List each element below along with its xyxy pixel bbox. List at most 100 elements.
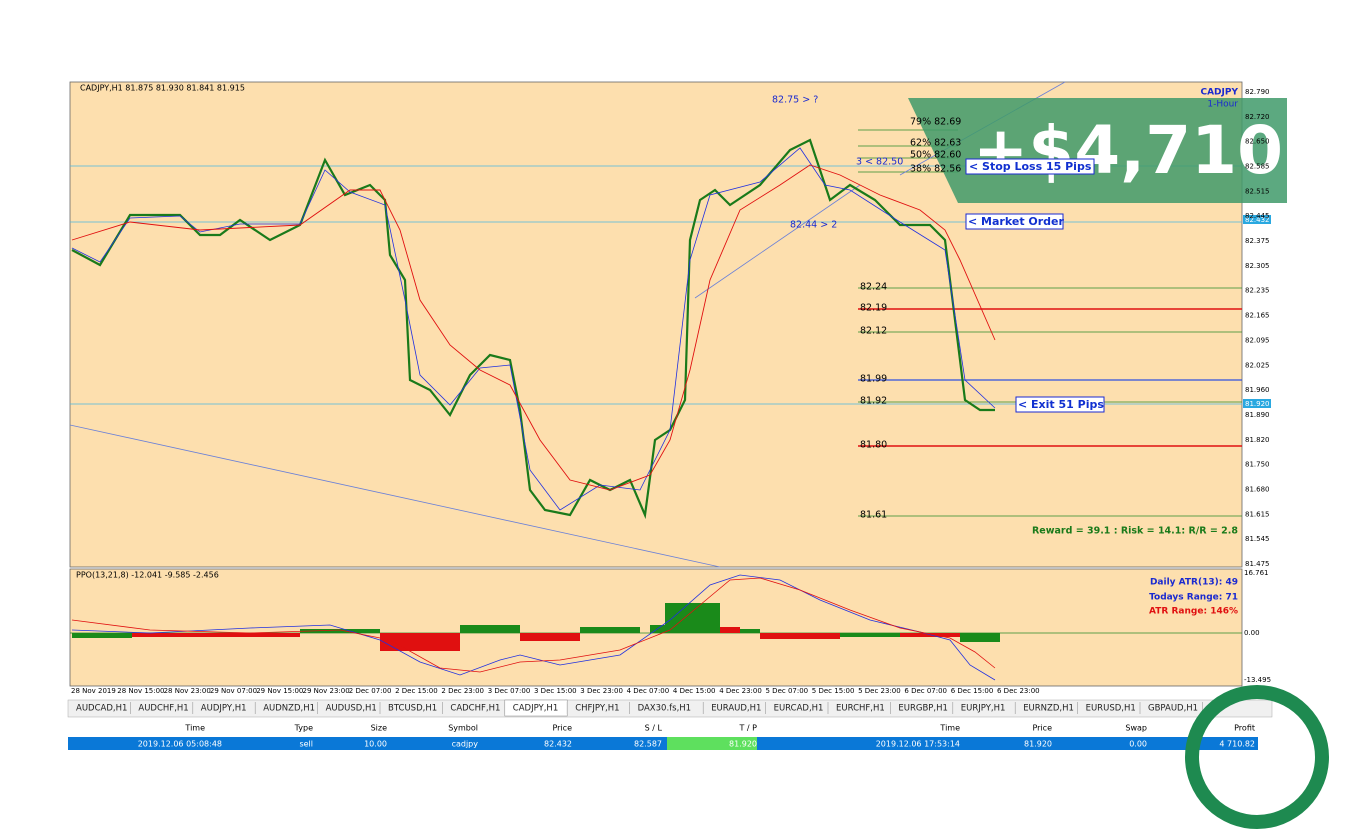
price-axis-label: 81.820 <box>1245 436 1270 444</box>
market-order-label: < Market Order <box>968 215 1065 228</box>
ppo-line <box>71 574 996 681</box>
fib-label: 62% 82.63 <box>910 138 961 149</box>
annotation: 82.75 > ? <box>772 95 818 106</box>
indicator-axis-label: 0.00 <box>1244 629 1260 637</box>
price-axis-label: 82.445 <box>1245 212 1270 220</box>
tab[interactable]: AUDCAD,H1 <box>76 704 127 714</box>
price-axis-label: 81.545 <box>1245 535 1270 543</box>
time-axis-label: 5 Dec 15:00 <box>812 687 855 695</box>
price-axis-label: 82.515 <box>1245 187 1270 195</box>
time-axis-label: 28 Nov 23:00 <box>164 687 211 695</box>
label-box <box>1015 396 1105 413</box>
time-axis-label: 3 Dec 07:00 <box>488 687 531 695</box>
column-header: Price <box>552 724 572 733</box>
price-axis-label: 81.680 <box>1245 485 1270 493</box>
time-axis-label: 3 Dec 23:00 <box>580 687 623 695</box>
price-tag <box>1243 399 1271 408</box>
column-header: Price <box>1032 724 1052 733</box>
tab[interactable]: EURCAD,H1 <box>774 704 824 714</box>
cell: cadjpy <box>452 740 479 749</box>
level-label: 81.80 <box>860 440 887 451</box>
atr-range: ATR Range: 146% <box>1149 607 1238 617</box>
price-tag-text: 82.432 <box>1245 216 1270 224</box>
time-axis-label: 4 Dec 15:00 <box>673 687 716 695</box>
indicator-axis-label: 16.761 <box>1244 569 1269 577</box>
price-axis-label: 82.720 <box>1245 113 1270 121</box>
tab[interactable]: CADCHF,H1 <box>450 704 500 714</box>
tab[interactable]: AUDJPY,H1 <box>201 704 247 714</box>
tab[interactable]: EURJPY,H1 <box>961 704 1006 714</box>
time-axis-label: 29 Nov 15:00 <box>256 687 303 695</box>
tp-cell <box>667 737 757 750</box>
time-axis-label: 6 Dec 15:00 <box>951 687 994 695</box>
price-axis-label: 81.615 <box>1245 510 1270 518</box>
price-axis-label: 82.585 <box>1245 163 1270 171</box>
time-axis-label: 2 Dec 23:00 <box>441 687 484 695</box>
time-axis-label: 4 Dec 23:00 <box>719 687 762 695</box>
cell: 81.920 <box>1024 740 1052 749</box>
label-box <box>965 213 1064 230</box>
tab-bar <box>67 699 1273 718</box>
tab[interactable]: BTCUSD,H1 <box>388 704 437 714</box>
column-header: Size <box>371 724 388 733</box>
cell: 82.432 <box>544 740 572 749</box>
time-axis-label: 5 Dec 23:00 <box>858 687 901 695</box>
time-axis-label: 3 Dec 15:00 <box>534 687 577 695</box>
column-header: T / P <box>739 724 758 733</box>
level-label: 81.61 <box>860 510 887 521</box>
time-axis-label: 5 Dec 07:00 <box>766 687 809 695</box>
profit-banner <box>908 98 1287 203</box>
tab[interactable]: CADJPY,H1 <box>513 704 558 714</box>
price-axis-label: 82.235 <box>1245 287 1270 295</box>
time-axis-label: 4 Dec 07:00 <box>627 687 670 695</box>
label-box <box>965 158 1095 175</box>
tab[interactable]: EURGBP,H1 <box>898 704 948 714</box>
reward-risk: Reward = 39.1 : Risk = 14.1: R/R = 2.8 <box>1032 526 1238 537</box>
range: Todays Range: 71 <box>1149 593 1238 603</box>
time-axis-label: 2 Dec 07:00 <box>349 687 392 695</box>
table-row <box>68 737 1258 750</box>
price-axis-label: 82.095 <box>1245 336 1270 344</box>
tab[interactable]: AUDCHF,H1 <box>138 704 188 714</box>
price-axis-label: 81.890 <box>1245 411 1270 419</box>
highlight-circle <box>1185 685 1329 829</box>
price-axis-label: 81.750 <box>1245 461 1270 469</box>
annotation: 3 < 82.50 <box>856 157 903 168</box>
histogram-neg <box>132 627 960 651</box>
price-axis-label: 81.475 <box>1245 560 1270 568</box>
tab[interactable]: CHFJPY,H1 <box>575 704 619 714</box>
row: 2019.12.06 05:08:48 sell 10.00 cadjpy 82.432… <box>138 740 1255 749</box>
cell: 81.920 <box>729 740 757 749</box>
column-header: S / L <box>645 724 663 733</box>
cell: 4 710.82 <box>1219 740 1255 749</box>
tab[interactable]: GBPAUD,H1 <box>1148 704 1198 714</box>
level-label: 82.24 <box>860 282 887 293</box>
tab[interactable]: EURCHF,H1 <box>836 704 885 714</box>
time-axis-label: 28 Nov 15:00 <box>117 687 164 695</box>
time-axis-label: 28 Nov 2019 <box>71 687 116 695</box>
tab[interactable]: EURAUD,H1 <box>711 704 761 714</box>
time-axis-label: 6 Dec 23:00 <box>997 687 1040 695</box>
tab[interactable]: DAX30.fs,H1 <box>638 704 691 714</box>
tab[interactable]: AUDUSD,H1 <box>326 704 377 714</box>
tab[interactable]: EURNZD,H1 <box>1023 704 1074 714</box>
histogram <box>72 603 1000 642</box>
tab[interactable]: AUDNZD,H1 <box>263 704 315 714</box>
column-header: Time <box>939 724 960 733</box>
cell: 10.00 <box>364 740 387 749</box>
level-label: 81.99 <box>860 374 887 385</box>
slow-average <box>71 164 996 491</box>
cell: 2019.12.06 17:53:14 <box>876 740 960 749</box>
column-header: Type <box>294 724 313 733</box>
price-axis-label: 82.650 <box>1245 138 1270 146</box>
signal-line <box>71 577 996 673</box>
annotation: 82.44 > 2 <box>790 220 837 231</box>
price-axis-label: 82.790 <box>1245 88 1270 96</box>
timeframe: 1-Hour <box>1207 100 1238 110</box>
tab[interactable]: EURUSD,H1 <box>1086 704 1136 714</box>
time-axis-label: 2 Dec 15:00 <box>395 687 438 695</box>
price-axis-label: 81.960 <box>1245 386 1270 394</box>
cell: 82.587 <box>634 740 662 749</box>
atr: Daily ATR(13): 49 <box>1150 578 1238 588</box>
